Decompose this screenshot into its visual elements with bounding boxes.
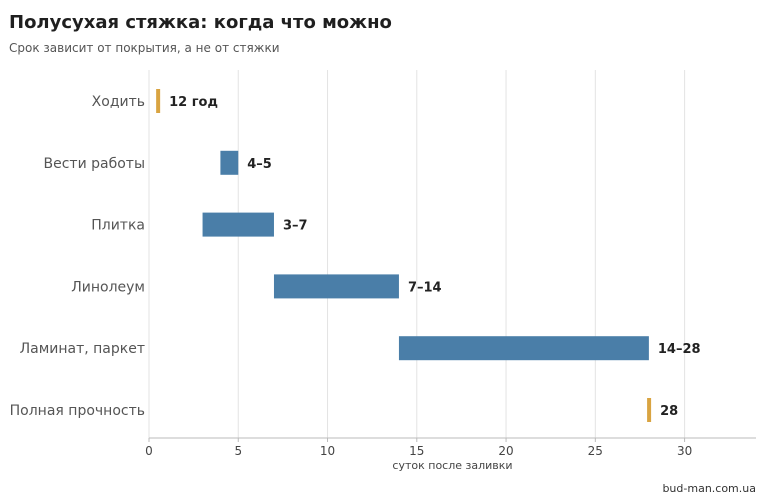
range-bar bbox=[202, 212, 274, 237]
range-bar bbox=[273, 274, 399, 299]
bar-value-label: 7–14 bbox=[408, 280, 442, 295]
range-bar bbox=[220, 150, 239, 175]
category-label: Вести работы bbox=[44, 156, 146, 172]
category-label: Ламинат, паркет bbox=[20, 341, 145, 357]
milestone-bar bbox=[647, 398, 652, 422]
chart-subtitle: Срок зависит от покрытия, а не от стяжки bbox=[9, 41, 280, 55]
x-tick-label: 5 bbox=[234, 444, 242, 458]
bar-value-label: 4–5 bbox=[247, 157, 272, 172]
bar-value-label: 14–28 bbox=[658, 342, 701, 357]
x-tick-label: 25 bbox=[588, 444, 603, 458]
milestone-bar bbox=[156, 89, 161, 113]
category-label: Ходить bbox=[92, 94, 145, 110]
x-tick-label: 10 bbox=[320, 444, 335, 458]
source-credit: bud-man.com.ua bbox=[662, 482, 756, 495]
category-label: Линолеум bbox=[71, 279, 145, 295]
bar-value-label: 28 bbox=[660, 404, 678, 419]
bars bbox=[156, 89, 652, 422]
x-tick-label: 30 bbox=[677, 444, 692, 458]
category-label: Плитка bbox=[91, 218, 145, 234]
x-tick-label: 20 bbox=[498, 444, 513, 458]
category-label: Полная прочность bbox=[10, 403, 145, 419]
grid-lines bbox=[148, 70, 686, 438]
labels: Ходить 12 год Вести работы 4–5 Плитка 3–7 Лино… bbox=[10, 94, 701, 419]
x-axis-label: суток после заливки bbox=[392, 459, 512, 472]
chart-title: Полусухая стяжка: когда что можно bbox=[9, 12, 392, 33]
x-axis: 0 5 10 15 20 25 30 суток после заливки bbox=[145, 437, 756, 472]
bar-value-label: 3–7 bbox=[283, 219, 308, 234]
x-tick-label: 15 bbox=[409, 444, 424, 458]
x-tick-label: 0 bbox=[145, 444, 153, 458]
bar-value-label: 12 год bbox=[169, 95, 218, 110]
range-bar bbox=[398, 336, 649, 361]
